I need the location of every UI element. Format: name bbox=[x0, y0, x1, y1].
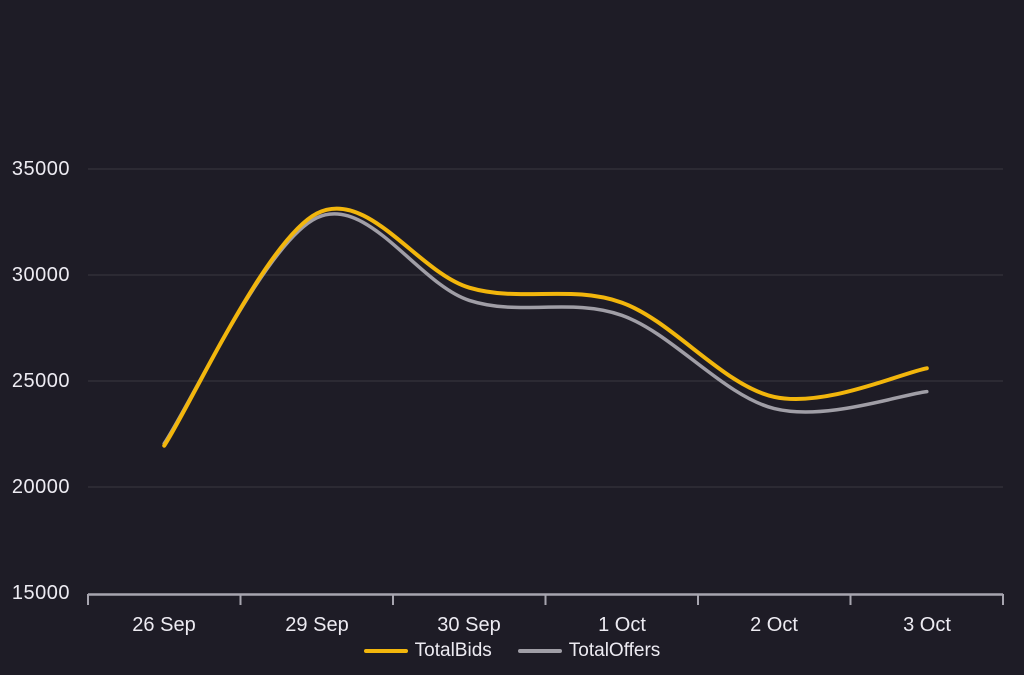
x-tick-label: 2 Oct bbox=[750, 614, 798, 636]
y-tick-label: 25000 bbox=[11, 370, 70, 392]
x-tick-label: 29 Sep bbox=[285, 614, 349, 636]
legend-item-totaloffers: TotalOffers bbox=[517, 640, 661, 662]
x-axis bbox=[87, 593, 1004, 605]
totaloffers-line-swatch bbox=[517, 649, 562, 653]
gridlines bbox=[88, 168, 1003, 488]
x-tick-label: 30 Sep bbox=[437, 614, 501, 636]
legend-label: TotalBids bbox=[414, 640, 492, 661]
legend-item-totalbids: TotalBids bbox=[363, 640, 492, 662]
y-tick-label: 15000 bbox=[11, 582, 70, 604]
y-tick-label: 20000 bbox=[11, 476, 70, 498]
y-tick-label: 30000 bbox=[11, 264, 70, 286]
x-tick-label: 1 Oct bbox=[598, 614, 646, 636]
x-tick-label: 3 Oct bbox=[903, 614, 951, 636]
chart-legend: TotalBids TotalOffers bbox=[0, 637, 1024, 665]
totalbids-line bbox=[162, 206, 929, 448]
legend-label: TotalOffers bbox=[568, 640, 661, 661]
y-tick-label: 35000 bbox=[11, 158, 70, 180]
x-tick-label: 26 Sep bbox=[132, 614, 196, 636]
totalbids-line-swatch bbox=[363, 649, 408, 653]
